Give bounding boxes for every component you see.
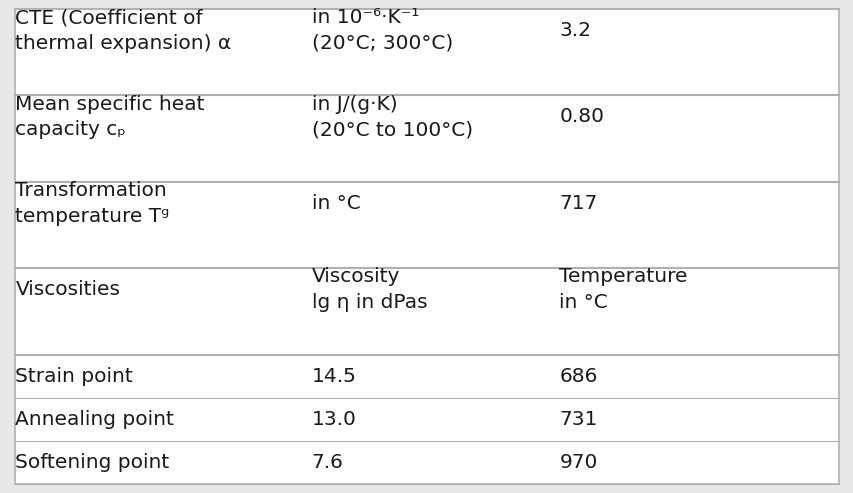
- Text: 7.6: 7.6: [311, 453, 343, 472]
- FancyBboxPatch shape: [15, 9, 838, 484]
- Text: Strain point: Strain point: [15, 367, 133, 386]
- Text: in J/(g·K)
(20°C to 100°C): in J/(g·K) (20°C to 100°C): [311, 95, 473, 139]
- Text: 14.5: 14.5: [311, 367, 357, 386]
- Text: Softening point: Softening point: [15, 453, 170, 472]
- Text: Annealing point: Annealing point: [15, 410, 174, 429]
- Text: 3.2: 3.2: [559, 21, 590, 40]
- Text: 13.0: 13.0: [311, 410, 357, 429]
- Text: 717: 717: [559, 194, 597, 213]
- Text: Temperature
in °C: Temperature in °C: [559, 267, 687, 312]
- Text: in 10⁻⁶·K⁻¹
(20°C; 300°C): in 10⁻⁶·K⁻¹ (20°C; 300°C): [311, 8, 452, 53]
- Text: in °C: in °C: [311, 194, 360, 213]
- Text: 970: 970: [559, 453, 597, 472]
- Text: 0.80: 0.80: [559, 107, 604, 126]
- Text: 731: 731: [559, 410, 597, 429]
- Text: CTE (Coefficient of
thermal expansion) α: CTE (Coefficient of thermal expansion) α: [15, 8, 231, 53]
- Text: Mean specific heat
capacity cₚ: Mean specific heat capacity cₚ: [15, 95, 205, 139]
- Text: Viscosities: Viscosities: [15, 280, 120, 299]
- Text: Transformation
temperature Tᵍ: Transformation temperature Tᵍ: [15, 181, 170, 226]
- Text: Viscosity
lg η in dPas: Viscosity lg η in dPas: [311, 267, 426, 312]
- Text: 686: 686: [559, 367, 597, 386]
